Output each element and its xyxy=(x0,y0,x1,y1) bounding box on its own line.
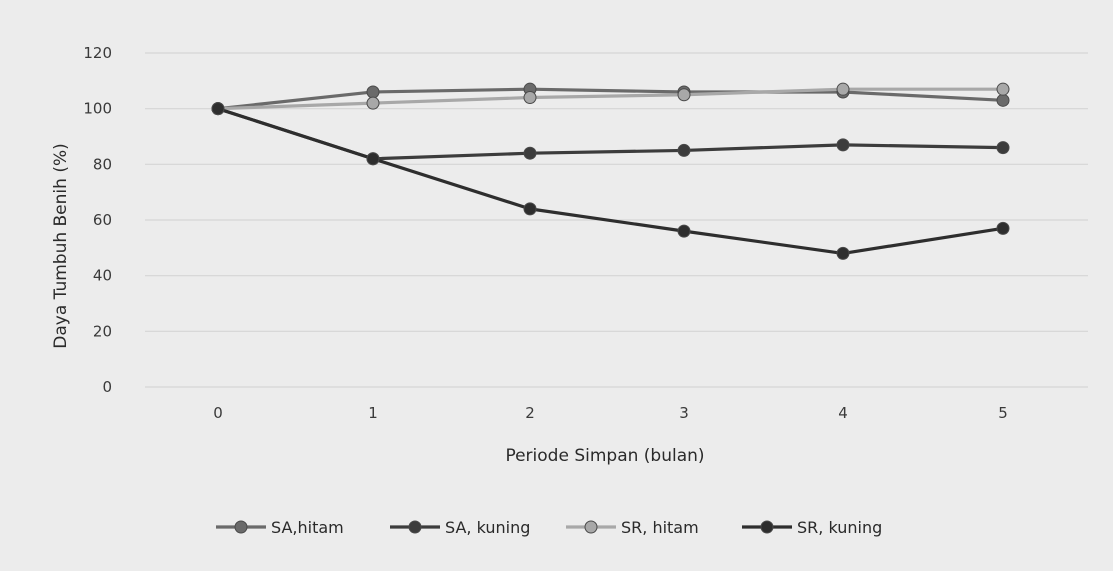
data-point xyxy=(366,85,380,99)
y-tick-label: 100 xyxy=(83,100,112,118)
x-axis-ticks: 0 1 2 3 4 5 xyxy=(213,404,1008,422)
y-axis-title: Daya Tumbuh Benih (%) xyxy=(51,143,71,349)
data-point xyxy=(366,152,380,166)
x-axis-title: Periode Simpan (bulan) xyxy=(505,446,704,466)
series-lines xyxy=(211,82,1010,260)
data-point xyxy=(211,102,225,116)
data-point xyxy=(366,96,380,110)
data-point xyxy=(523,91,537,105)
y-tick-label: 120 xyxy=(83,44,112,62)
data-point xyxy=(677,88,691,102)
series-line xyxy=(217,107,1004,255)
legend-label: SA,hitam xyxy=(271,518,344,537)
series-line xyxy=(217,87,1004,111)
data-point xyxy=(836,246,850,260)
legend-swatch-marker xyxy=(234,520,248,534)
x-tick-label: 2 xyxy=(525,404,535,422)
legend-swatch-marker xyxy=(760,520,774,534)
data-point xyxy=(996,82,1010,96)
y-axis-ticks: 0 20 40 60 80 100 120 xyxy=(83,44,112,396)
y-tick-label: 80 xyxy=(93,155,112,173)
x-tick-label: 4 xyxy=(838,404,848,422)
legend-swatch-marker xyxy=(408,520,422,534)
gridlines xyxy=(145,52,1088,388)
data-point xyxy=(836,138,850,152)
x-tick-label: 5 xyxy=(998,404,1008,422)
series-line xyxy=(217,87,1003,111)
y-tick-label: 40 xyxy=(93,267,112,285)
legend-label: SR, kuning xyxy=(797,518,882,537)
data-point xyxy=(677,224,691,238)
y-tick-label: 60 xyxy=(93,211,112,229)
data-point xyxy=(523,146,537,160)
legend-item: SR, kuning xyxy=(742,518,882,537)
x-tick-label: 1 xyxy=(368,404,378,422)
data-point xyxy=(996,93,1010,107)
legend-label: SR, hitam xyxy=(621,518,699,537)
data-point xyxy=(996,141,1010,155)
legend-swatch-marker xyxy=(584,520,598,534)
series-4 xyxy=(211,102,1010,260)
y-tick-label: 0 xyxy=(102,378,112,396)
data-point xyxy=(996,221,1010,235)
legend: SA,hitam SA, kuning SR, hitam SR, kuning xyxy=(216,518,882,537)
legend-label: SA, kuning xyxy=(445,518,530,537)
data-point xyxy=(677,143,691,157)
legend-item: SA,hitam xyxy=(216,518,344,537)
x-tick-label: 0 xyxy=(213,404,223,422)
x-tick-label: 3 xyxy=(679,404,689,422)
legend-item: SR, hitam xyxy=(566,518,699,537)
legend-item: SA, kuning xyxy=(390,518,530,537)
data-point xyxy=(836,82,850,96)
y-tick-label: 20 xyxy=(93,322,112,340)
data-point xyxy=(523,202,537,216)
